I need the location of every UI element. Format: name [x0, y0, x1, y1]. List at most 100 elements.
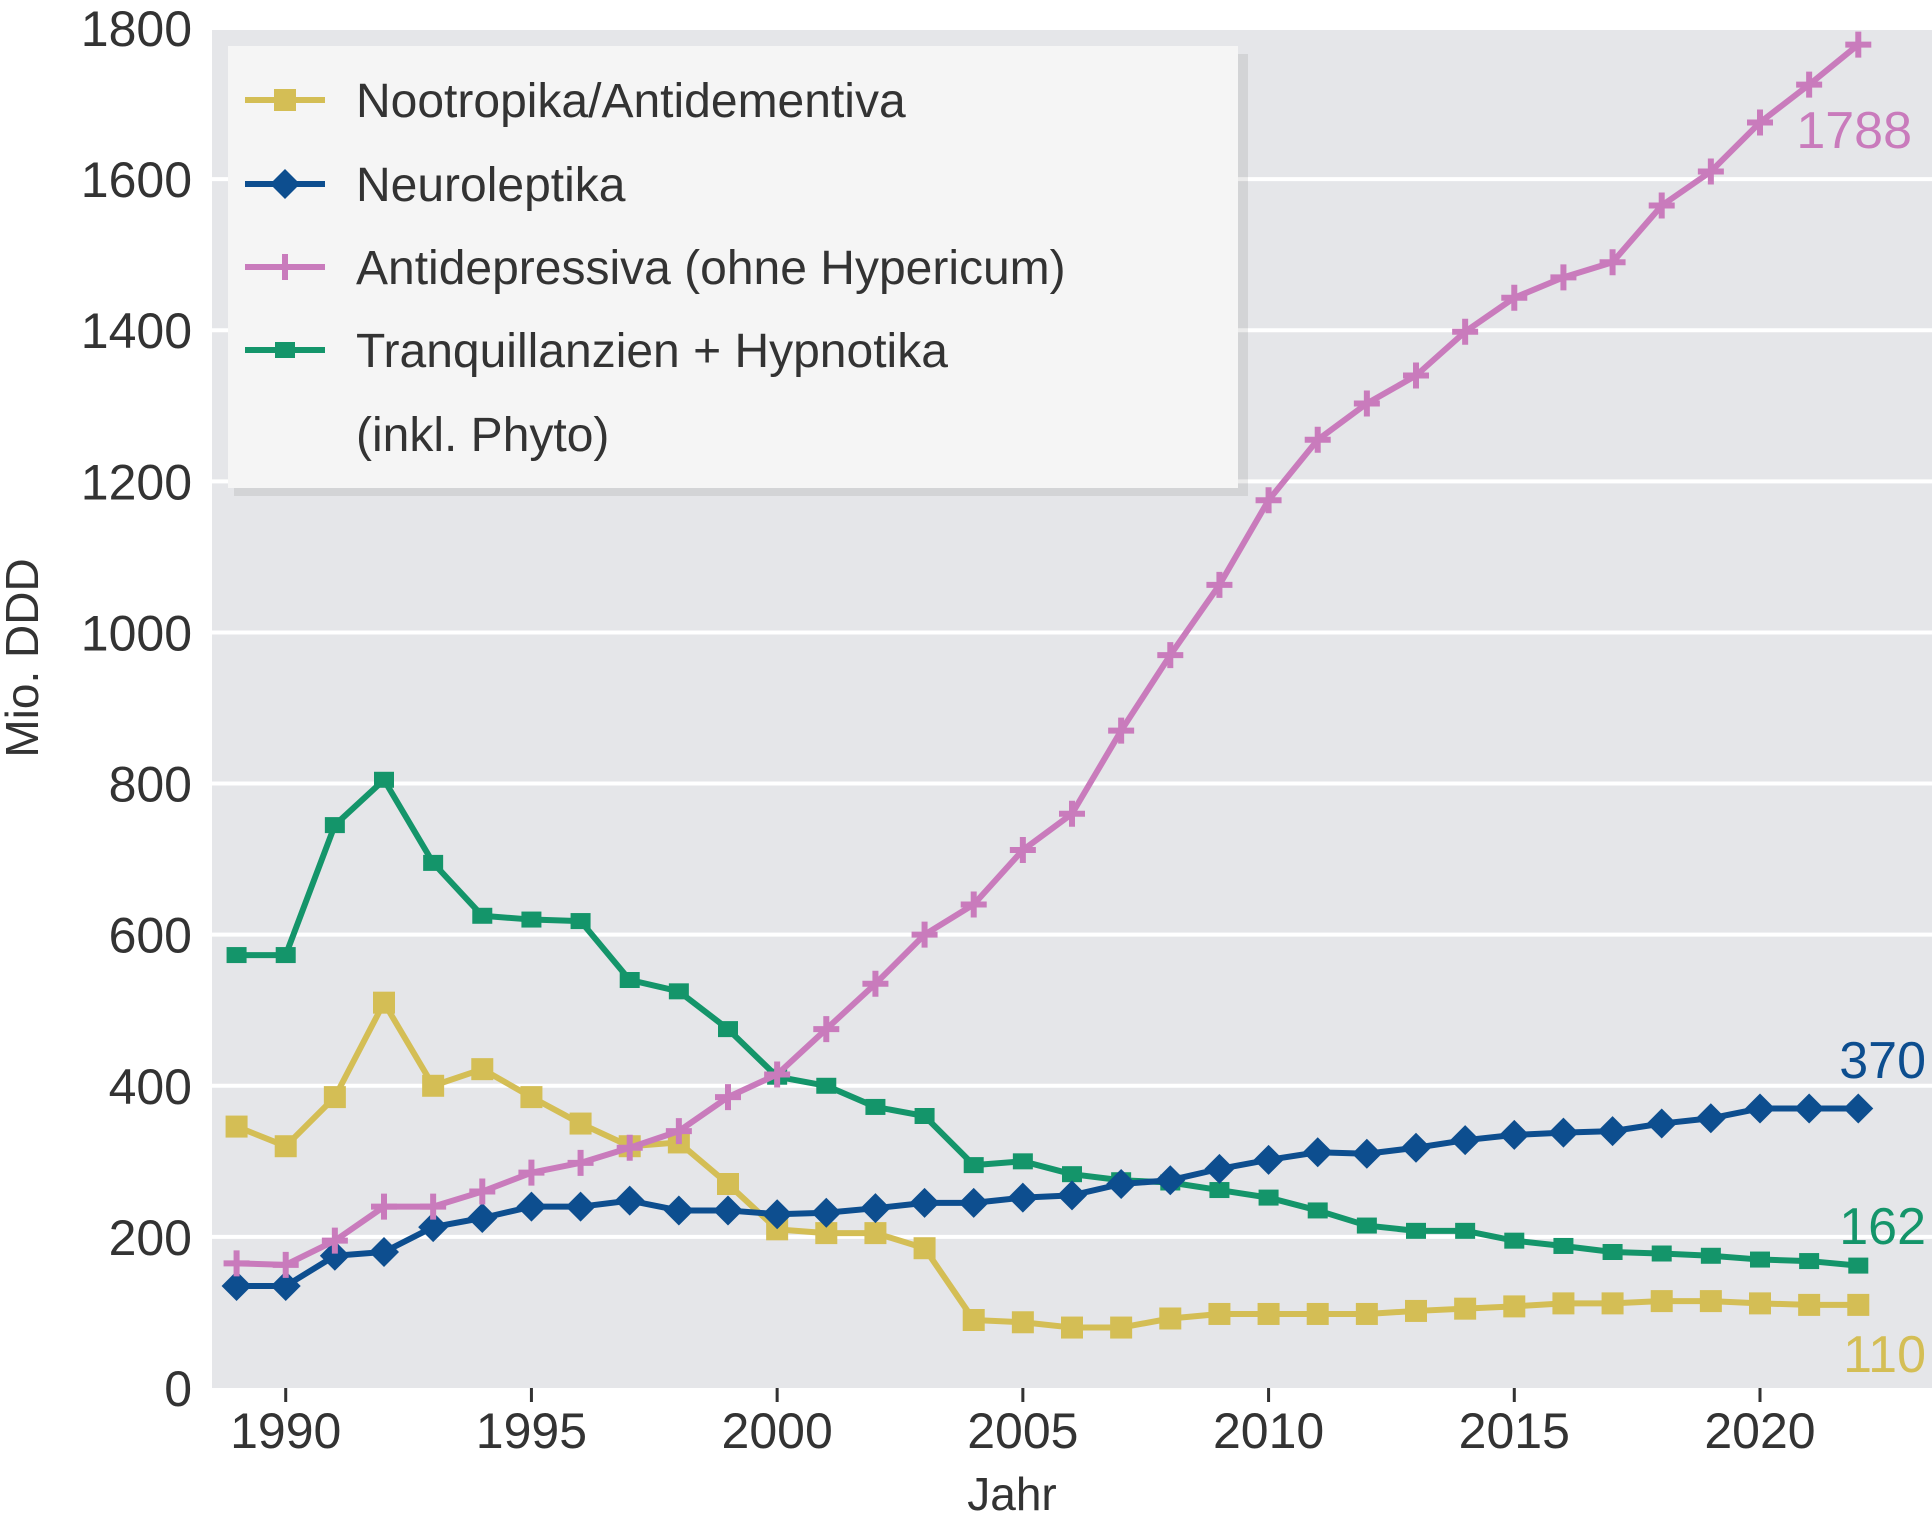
data-point	[569, 1112, 592, 1135]
data-point	[420, 1193, 447, 1220]
data-point	[1601, 1292, 1624, 1315]
data-point	[862, 970, 889, 997]
data-point	[1747, 109, 1773, 136]
data-point	[223, 1250, 250, 1277]
legend-label: Tranquillanzien + Hypnotika	[356, 325, 948, 378]
x-tick-label: 2015	[1459, 1403, 1570, 1459]
data-point	[570, 913, 591, 930]
data-point	[1750, 1251, 1770, 1268]
data-point	[1258, 1189, 1279, 1206]
series-line	[233, 41, 1862, 1268]
data-point	[1695, 1103, 1726, 1134]
data-point	[1206, 571, 1233, 598]
legend-box	[228, 46, 1238, 488]
data-point	[813, 1016, 840, 1043]
data-point	[1302, 1137, 1333, 1168]
data-point	[1454, 1297, 1477, 1320]
data-point	[1845, 31, 1872, 58]
data-point	[663, 1195, 694, 1226]
data-point	[516, 1191, 547, 1222]
series-line	[233, 1105, 1862, 1289]
y-tick-label: 1800	[81, 1, 192, 57]
data-point	[1209, 1182, 1230, 1199]
data-point	[958, 1187, 989, 1218]
data-point	[713, 1195, 743, 1226]
data-point	[1009, 837, 1036, 864]
data-point	[1794, 1093, 1825, 1124]
data-point	[272, 1251, 299, 1278]
data-point	[1745, 1093, 1775, 1124]
y-tick-label: 1200	[81, 454, 192, 510]
x-tick-label: 2020	[1704, 1403, 1815, 1459]
data-point	[1255, 487, 1282, 514]
series-nootropika-antidementiva	[225, 991, 1870, 1339]
y-tick-label: 200	[109, 1210, 192, 1266]
data-point	[1499, 1119, 1530, 1150]
data-point	[1108, 717, 1135, 744]
data-point	[911, 921, 938, 948]
data-point	[1062, 1166, 1082, 1183]
data-point	[1208, 1302, 1231, 1325]
data-point	[1204, 1153, 1235, 1184]
data-point	[369, 1237, 399, 1267]
data-point	[567, 1149, 594, 1176]
end-label-neuroleptika: 370	[1839, 1032, 1926, 1090]
legend-label: Antidepressiva (ohne Hypericum)	[356, 242, 1066, 295]
data-point	[1253, 1144, 1284, 1175]
data-point	[1403, 362, 1429, 389]
data-point	[1452, 318, 1479, 345]
data-point	[816, 1077, 837, 1094]
data-point	[1406, 1222, 1426, 1239]
data-point	[1501, 284, 1528, 311]
legend-item-neuroleptika: Neuroleptika	[245, 159, 626, 212]
data-point	[518, 1159, 545, 1186]
data-point	[762, 1199, 793, 1230]
data-point	[1798, 1293, 1821, 1316]
data-point	[1356, 1217, 1377, 1234]
y-tick-label: 600	[109, 908, 192, 964]
data-point	[1848, 1257, 1869, 1274]
data-point	[423, 854, 444, 871]
data-point	[668, 983, 689, 1000]
data-point	[1602, 1244, 1623, 1260]
data-point	[225, 1115, 248, 1138]
series-line	[233, 999, 1862, 1331]
data-point	[718, 1021, 738, 1038]
data-point	[1155, 1165, 1186, 1196]
legend-label: (inkl. Phyto)	[356, 409, 609, 462]
data-point	[1106, 1169, 1137, 1199]
data-point	[1059, 800, 1085, 827]
data-point	[1007, 1182, 1038, 1213]
data-point	[1012, 1153, 1033, 1170]
y-tick-label: 1400	[81, 303, 192, 359]
data-point	[665, 1118, 692, 1145]
legend-swatch-marker	[275, 342, 295, 358]
data-point	[371, 1193, 397, 1220]
data-point	[221, 1271, 252, 1301]
data-point	[319, 1240, 350, 1271]
data-point	[1700, 1247, 1721, 1264]
data-point	[1401, 1132, 1431, 1163]
data-point	[1355, 1302, 1378, 1325]
data-point	[1353, 390, 1380, 417]
data-point	[1651, 1245, 1672, 1262]
data-point	[766, 1218, 789, 1241]
x-tick-label: 1990	[230, 1403, 341, 1459]
data-point	[1159, 1307, 1182, 1330]
data-point	[963, 1157, 984, 1174]
data-point	[764, 1061, 791, 1088]
data-point	[1552, 1292, 1575, 1315]
data-point	[1548, 1117, 1579, 1148]
data-point	[811, 1197, 842, 1228]
legend-label: Neuroleptika	[356, 159, 626, 212]
data-point	[1455, 1222, 1476, 1239]
data-point	[1847, 1293, 1870, 1316]
data-point	[619, 972, 640, 988]
data-point	[864, 1222, 887, 1245]
end-label-tranquillanzien-hypnotika-inkl-phyto: 162	[1839, 1198, 1926, 1256]
data-point	[960, 891, 987, 918]
data-point	[565, 1191, 596, 1222]
data-point	[914, 1108, 935, 1124]
data-point	[1749, 1292, 1771, 1315]
